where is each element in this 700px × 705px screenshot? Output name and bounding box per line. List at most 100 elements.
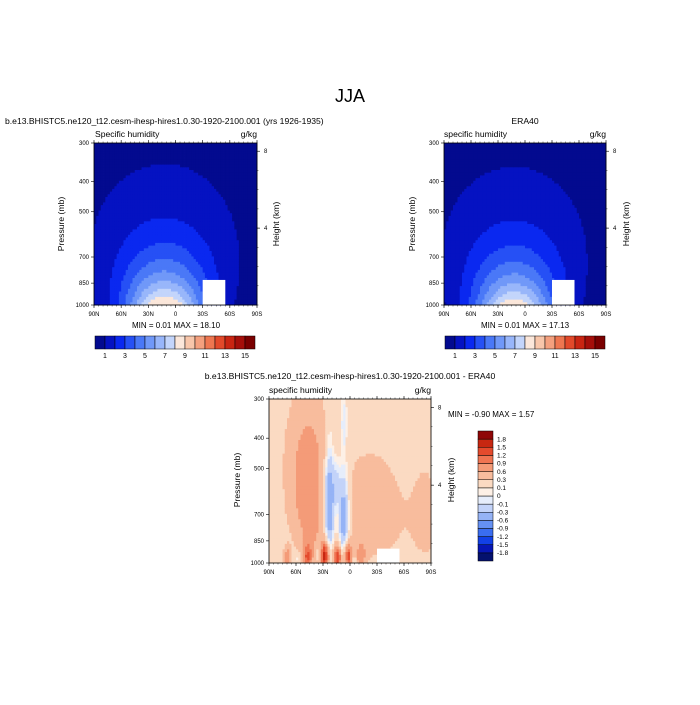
contour-cell: [126, 170, 129, 173]
era40-panel-left-label: specific humidity: [444, 129, 508, 139]
contour-cell: [194, 154, 197, 157]
contour-cell: [189, 267, 192, 270]
colorbar-swatch: [95, 336, 105, 349]
contour-cell: [108, 254, 111, 257]
contour-cell: [194, 227, 197, 230]
contour-cell: [230, 175, 233, 178]
model-panel-right-label: g/kg: [241, 129, 257, 139]
contour-cell: [248, 143, 251, 146]
y-tick-label: 850: [79, 281, 90, 287]
contour-cell: [189, 181, 192, 184]
contour-cell: [219, 232, 222, 235]
contour-cell: [166, 221, 169, 224]
y-axis-right: 84: [257, 149, 268, 305]
contour-cell: [96, 240, 99, 243]
contour-cell: [171, 256, 174, 259]
contour-cell: [194, 275, 197, 278]
contour-cell: [112, 213, 115, 216]
contour-cell: [207, 219, 210, 222]
contour-cell: [137, 238, 140, 241]
contour-cell: [241, 265, 244, 268]
contour-cell: [207, 175, 210, 178]
colorbar-swatch: [155, 336, 165, 349]
contour-cell: [153, 227, 156, 230]
contour-cell: [223, 167, 226, 170]
contour-cell: [101, 243, 104, 246]
contour-cell: [119, 246, 122, 249]
contour-cell: [194, 248, 197, 251]
colorbar-swatch: [185, 336, 195, 349]
contour-cell: [241, 148, 244, 151]
contour-cell: [207, 162, 210, 165]
contour-cell: [130, 159, 133, 162]
contour-cell: [112, 194, 115, 197]
contour-cell: [219, 219, 222, 222]
contour-cell: [230, 283, 233, 286]
contour-cell: [171, 186, 174, 189]
contour-cell: [108, 143, 111, 146]
contour-cell: [178, 270, 181, 273]
contour-cell: [252, 270, 255, 273]
contour-cell: [101, 275, 104, 278]
contour-cell: [230, 278, 233, 281]
contour-cell: [223, 181, 226, 184]
contour-cell: [148, 256, 151, 259]
contour-cell: [194, 173, 197, 176]
contour-cell: [178, 283, 181, 286]
contour-cell: [178, 143, 181, 146]
contour-cell: [234, 294, 237, 297]
contour-cell: [200, 189, 203, 192]
contour-cell: [252, 194, 255, 197]
contour-cell: [160, 275, 163, 278]
contour-cell: [101, 259, 104, 262]
contour-cell: [130, 148, 133, 151]
contour-cell: [96, 148, 99, 151]
contour-cell: [119, 192, 122, 195]
contour-cell: [130, 243, 133, 246]
contour-cell: [130, 184, 133, 187]
contour-cell: [101, 267, 104, 270]
contour-cell: [130, 294, 133, 297]
contour-cell: [137, 162, 140, 165]
contour-cell: [194, 159, 197, 162]
contour-cell: [178, 208, 181, 211]
contour-cell: [241, 202, 244, 205]
contour-cell: [182, 273, 185, 276]
contour-cell: [234, 270, 237, 273]
contour-cell: [137, 292, 140, 295]
contour-cell: [126, 232, 129, 235]
contour-cell: [101, 270, 104, 273]
contour-cell: [171, 294, 174, 297]
contour-cell: [108, 273, 111, 276]
contour-cell: [182, 227, 185, 230]
contour-cell: [142, 146, 145, 149]
contour-cell: [108, 154, 111, 157]
contour-cell: [241, 273, 244, 276]
contour-cell: [241, 211, 244, 214]
contour-cell: [207, 267, 210, 270]
contour-cell: [248, 173, 251, 176]
contour-cell: [142, 235, 145, 238]
contour-cell: [160, 143, 163, 146]
contour-cell: [223, 238, 226, 241]
contour-cell: [142, 202, 145, 205]
contour-cell: [248, 248, 251, 251]
contour-cell: [194, 265, 197, 268]
contour-cell: [160, 200, 163, 203]
contour-cell: [112, 235, 115, 238]
contour-cell: [194, 200, 197, 203]
contour-cell: [178, 281, 181, 284]
contour-cell: [252, 235, 255, 238]
contour-cell: [112, 292, 115, 295]
contour-cell: [101, 221, 104, 224]
contour-cell: [252, 289, 255, 292]
contour-cell: [212, 151, 215, 154]
contour-cell: [252, 148, 255, 151]
contour-cell: [223, 143, 226, 146]
contour-cell: [126, 148, 129, 151]
contour-cell: [234, 197, 237, 200]
contour-cell: [248, 200, 251, 203]
contour-cell: [119, 289, 122, 292]
contour-cell: [96, 154, 99, 157]
contour-cell: [126, 178, 129, 181]
